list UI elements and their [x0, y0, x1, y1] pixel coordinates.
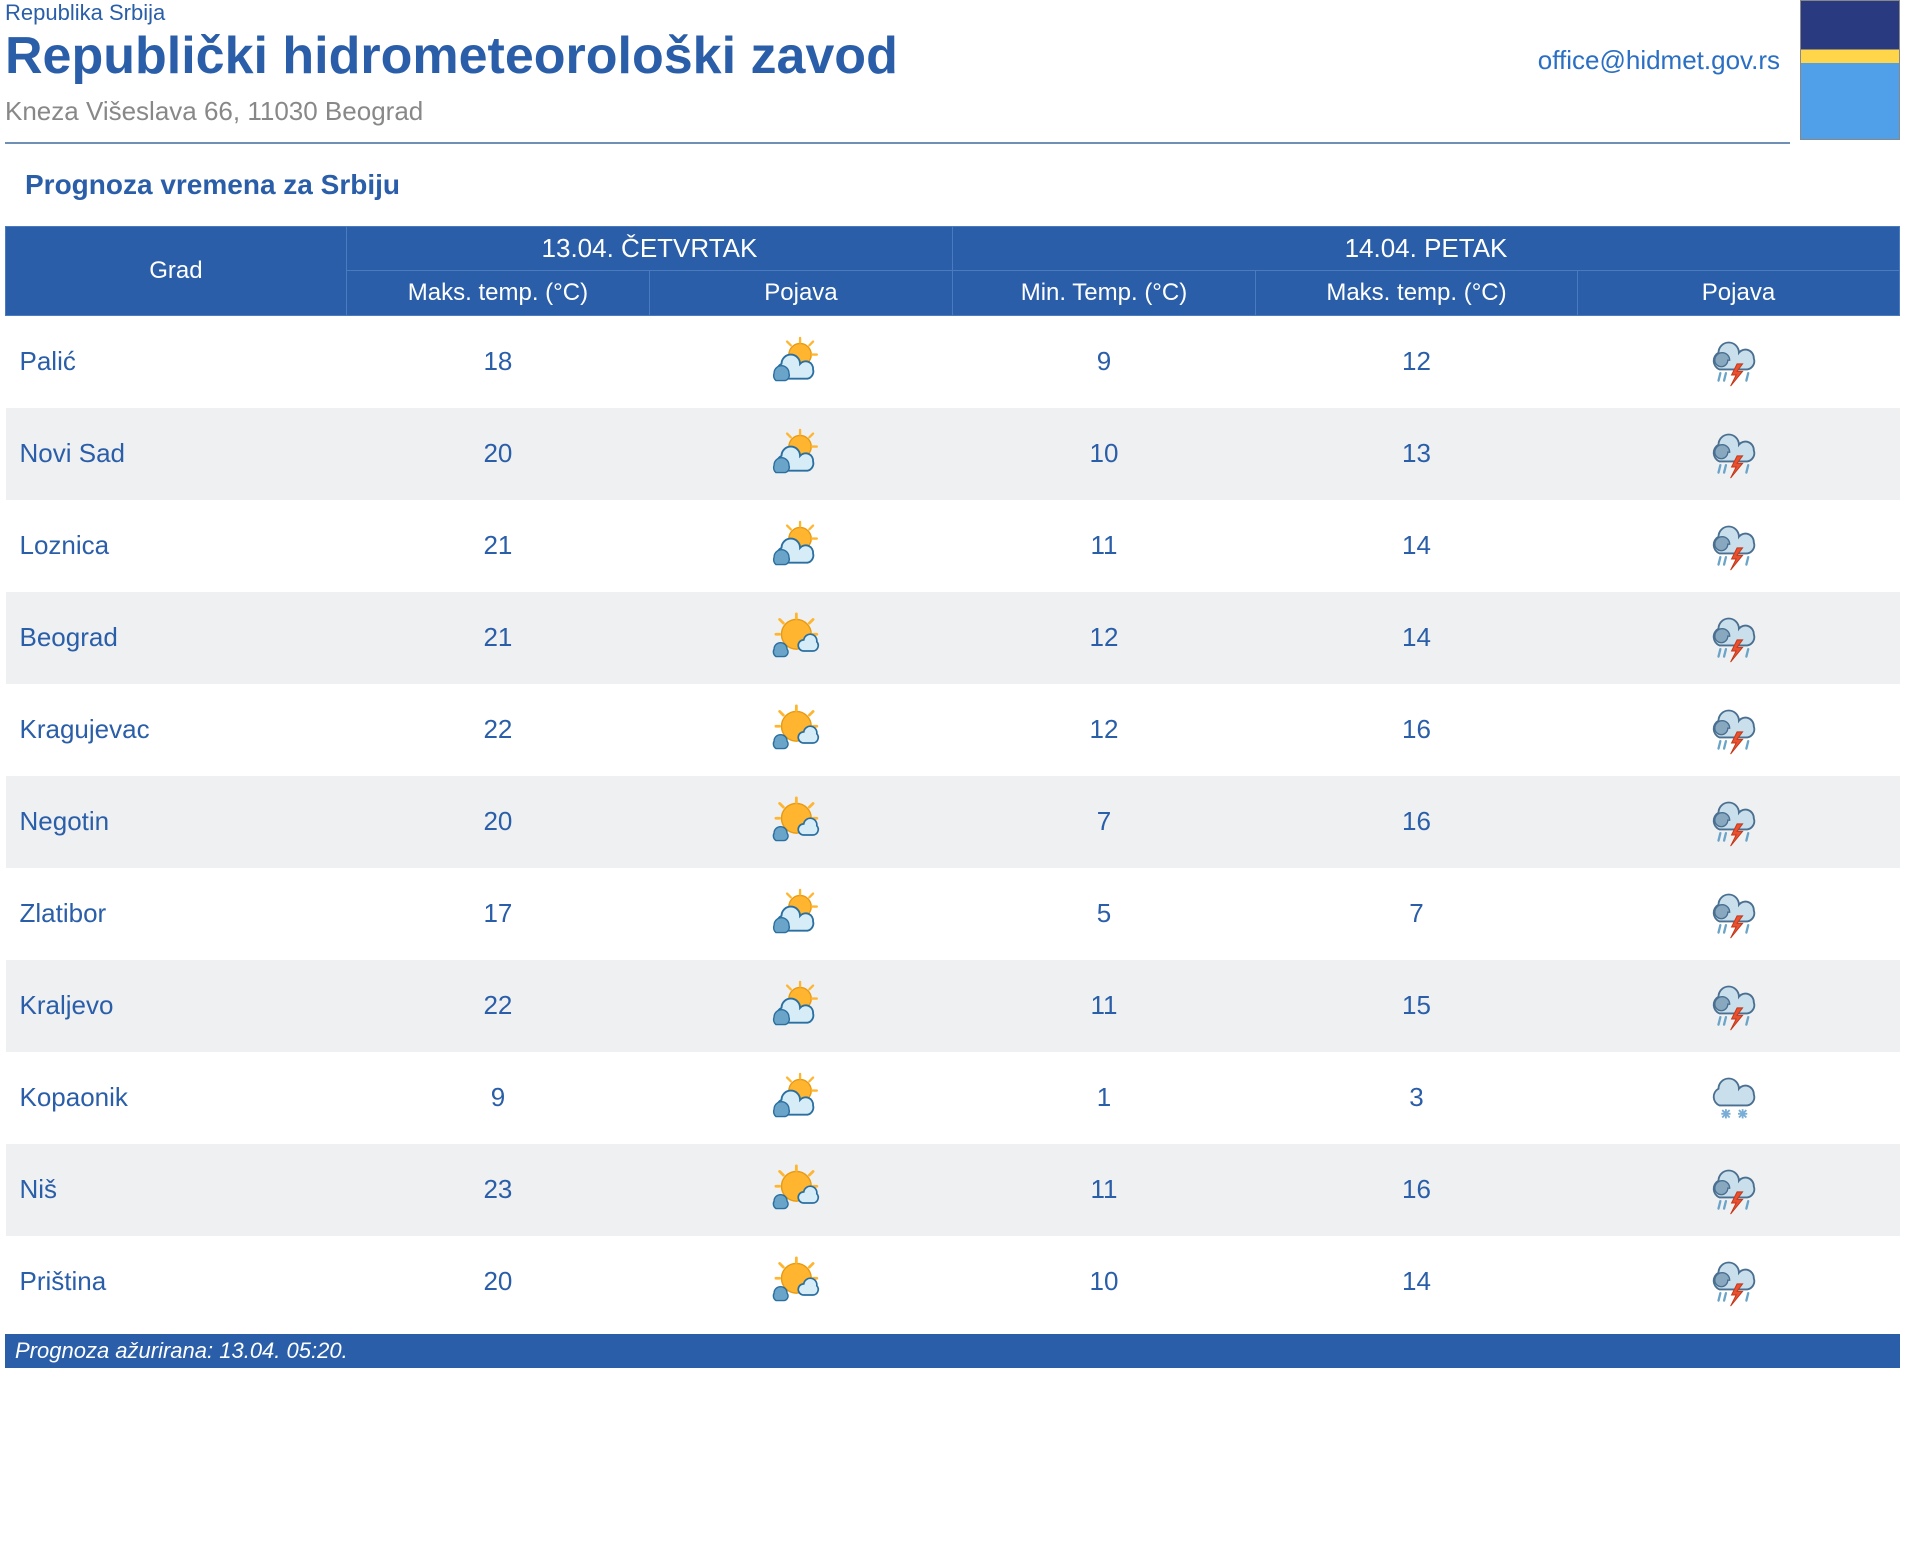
d2-min-temp: 11 [952, 500, 1255, 592]
d2-max-temp: 16 [1256, 684, 1578, 776]
header-supertitle: Republika Srbija [5, 0, 1538, 26]
table-row: Kraljevo22 1115 [6, 960, 1900, 1052]
d2-max-temp: 16 [1256, 1144, 1578, 1236]
d1-weather-icon [649, 960, 952, 1052]
d2-weather-icon [1577, 868, 1899, 960]
d2-max-temp: 14 [1256, 1236, 1578, 1328]
d2-weather-icon [1577, 315, 1899, 408]
d2-min-temp: 10 [952, 1236, 1255, 1328]
city-cell: Kopaonik [6, 1052, 347, 1144]
page-header: Republika Srbija Republički hidrometeoro… [5, 0, 1900, 127]
table-row: Kopaonik9 13 [6, 1052, 1900, 1144]
d2-max-temp: 13 [1256, 408, 1578, 500]
d2-weather-icon [1577, 960, 1899, 1052]
d2-weather-icon [1577, 776, 1899, 868]
d1-weather-icon [649, 315, 952, 408]
col-header-day2: 14.04. PETAK [952, 226, 1899, 270]
city-cell: Zlatibor [6, 868, 347, 960]
col-header-d1-pojava: Pojava [649, 270, 952, 315]
d1-weather-icon [649, 1236, 952, 1328]
table-row: Kragujevac22 1216 [6, 684, 1900, 776]
d1-max-temp: 17 [346, 868, 649, 960]
d1-max-temp: 23 [346, 1144, 649, 1236]
city-cell: Beograd [6, 592, 347, 684]
d2-min-temp: 5 [952, 868, 1255, 960]
city-cell: Negotin [6, 776, 347, 868]
institute-logo-icon [1800, 0, 1900, 140]
table-row: Novi Sad20 1013 [6, 408, 1900, 500]
d2-weather-icon [1577, 1052, 1899, 1144]
d1-weather-icon [649, 1052, 952, 1144]
d2-min-temp: 12 [952, 592, 1255, 684]
city-cell: Priština [6, 1236, 347, 1328]
d2-max-temp: 3 [1256, 1052, 1578, 1144]
d2-min-temp: 7 [952, 776, 1255, 868]
d1-max-temp: 21 [346, 592, 649, 684]
city-cell: Novi Sad [6, 408, 347, 500]
col-header-d2-max: Maks. temp. (°C) [1256, 270, 1578, 315]
city-cell: Kragujevac [6, 684, 347, 776]
d2-weather-icon [1577, 408, 1899, 500]
d1-weather-icon [649, 408, 952, 500]
col-header-day1: 13.04. ČETVRTAK [346, 226, 952, 270]
d2-min-temp: 11 [952, 1144, 1255, 1236]
d1-weather-icon [649, 684, 952, 776]
table-row: Beograd21 1214 [6, 592, 1900, 684]
d1-max-temp: 22 [346, 684, 649, 776]
d1-max-temp: 18 [346, 315, 649, 408]
col-header-d1-max: Maks. temp. (°C) [346, 270, 649, 315]
city-cell: Palić [6, 315, 347, 408]
d2-max-temp: 14 [1256, 500, 1578, 592]
table-row: Negotin20 716 [6, 776, 1900, 868]
col-header-d2-min: Min. Temp. (°C) [952, 270, 1255, 315]
header-address: Kneza Višeslava 66, 11030 Beograd [5, 96, 1538, 127]
d2-max-temp: 15 [1256, 960, 1578, 1052]
section-title: Prognoza vremena za Srbiju [25, 169, 1900, 201]
d2-min-temp: 10 [952, 408, 1255, 500]
header-title: Republički hidrometeorološki zavod [5, 28, 1538, 85]
d2-max-temp: 12 [1256, 315, 1578, 408]
d1-weather-icon [649, 592, 952, 684]
col-header-d2-pojava: Pojava [1577, 270, 1899, 315]
d2-min-temp: 1 [952, 1052, 1255, 1144]
table-row: Palić18 912 [6, 315, 1900, 408]
d1-max-temp: 22 [346, 960, 649, 1052]
footer-updated: Prognoza ažurirana: 13.04. 05:20. [5, 1334, 1900, 1368]
city-cell: Niš [6, 1144, 347, 1236]
table-row: Zlatibor17 57 [6, 868, 1900, 960]
header-email[interactable]: office@hidmet.gov.rs [1538, 45, 1780, 76]
d2-weather-icon [1577, 684, 1899, 776]
forecast-table: Grad 13.04. ČETVRTAK 14.04. PETAK Maks. … [5, 226, 1900, 1328]
table-row: Priština20 1014 [6, 1236, 1900, 1328]
d1-max-temp: 21 [346, 500, 649, 592]
d1-weather-icon [649, 868, 952, 960]
table-row: Loznica21 1114 [6, 500, 1900, 592]
d2-max-temp: 16 [1256, 776, 1578, 868]
city-cell: Kraljevo [6, 960, 347, 1052]
col-header-city: Grad [6, 226, 347, 315]
d1-max-temp: 20 [346, 1236, 649, 1328]
d1-weather-icon [649, 500, 952, 592]
table-row: Niš23 1116 [6, 1144, 1900, 1236]
d1-max-temp: 20 [346, 776, 649, 868]
d2-weather-icon [1577, 592, 1899, 684]
d2-weather-icon [1577, 1236, 1899, 1328]
d2-max-temp: 14 [1256, 592, 1578, 684]
d1-max-temp: 20 [346, 408, 649, 500]
d1-weather-icon [649, 776, 952, 868]
d1-weather-icon [649, 1144, 952, 1236]
city-cell: Loznica [6, 500, 347, 592]
d2-weather-icon [1577, 1144, 1899, 1236]
d1-max-temp: 9 [346, 1052, 649, 1144]
header-divider [5, 142, 1790, 144]
d2-min-temp: 12 [952, 684, 1255, 776]
d2-max-temp: 7 [1256, 868, 1578, 960]
d2-min-temp: 9 [952, 315, 1255, 408]
d2-weather-icon [1577, 500, 1899, 592]
d2-min-temp: 11 [952, 960, 1255, 1052]
